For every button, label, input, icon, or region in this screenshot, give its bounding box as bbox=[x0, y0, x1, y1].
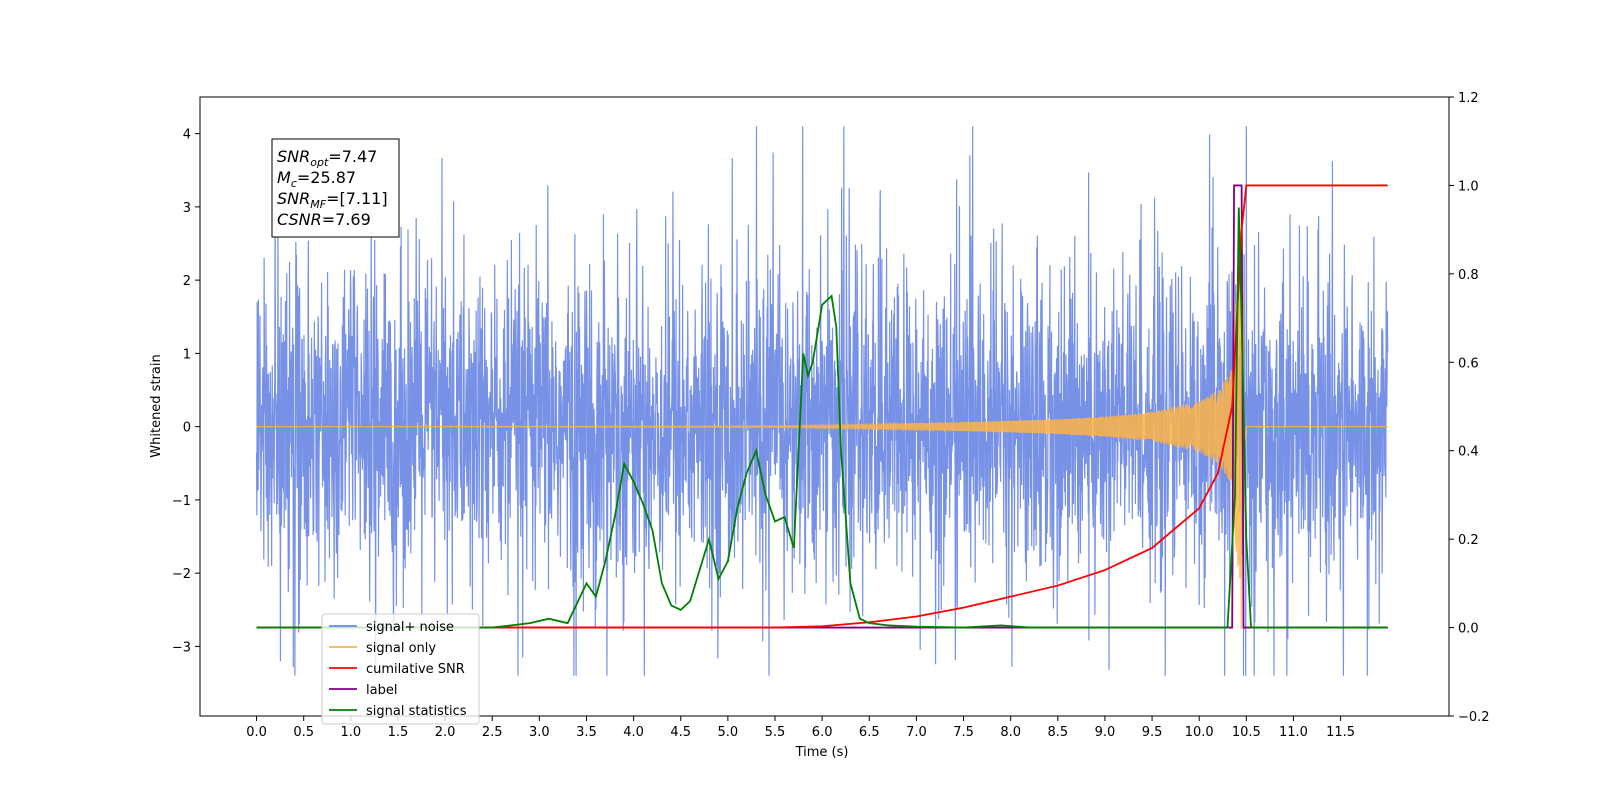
x-tick-label: 11.5 bbox=[1326, 725, 1355, 740]
series-signal-noise-line bbox=[255, 126, 1389, 676]
x-tick-label: 5.5 bbox=[765, 725, 786, 740]
x-tick-label: 9.5 bbox=[1142, 725, 1163, 740]
y-right-tick-label: 0.0 bbox=[1458, 622, 1479, 637]
y-right-tick-label: 1.2 bbox=[1458, 91, 1479, 106]
x-tick-label: 3.0 bbox=[529, 725, 550, 740]
annotation-frame bbox=[271, 138, 400, 238]
y-right-tick-label: 0.4 bbox=[1458, 445, 1479, 460]
series-signal-statistics-line bbox=[256, 207, 1388, 629]
y-left-tick-label: −3 bbox=[172, 640, 191, 655]
x-tick-label: 5.0 bbox=[718, 725, 739, 740]
annotation-line: Mc=25.87 bbox=[277, 168, 356, 190]
legend-frame bbox=[321, 613, 480, 725]
legend-entry-label: label bbox=[366, 683, 397, 698]
x-tick-label: 1.0 bbox=[340, 725, 361, 740]
annotation-line: CSNR=7.69 bbox=[277, 210, 371, 229]
x-tick-label: 3.5 bbox=[576, 725, 597, 740]
legend-entry-label: signal statistics bbox=[366, 704, 467, 719]
x-tick-label: 10.5 bbox=[1232, 725, 1261, 740]
y-right-tick-label: 1.0 bbox=[1458, 179, 1479, 194]
x-tick-label: 6.0 bbox=[812, 725, 833, 740]
y-right-tick-label: −0.2 bbox=[1458, 710, 1490, 725]
x-tick-label: 9.0 bbox=[1095, 725, 1116, 740]
x-tick-label: 8.5 bbox=[1047, 725, 1068, 740]
x-tick-label: 7.5 bbox=[953, 725, 974, 740]
x-tick-label: 8.0 bbox=[1000, 725, 1021, 740]
y-left-tick-label: −1 bbox=[172, 494, 191, 509]
y-right-tick-label: 0.2 bbox=[1458, 533, 1479, 548]
y-right-tick-label: 0.8 bbox=[1458, 268, 1479, 283]
x-tick-label: 0.5 bbox=[293, 725, 314, 740]
y-left-tick-label: 4 bbox=[183, 128, 191, 143]
y-left-tick-label: 0 bbox=[183, 421, 191, 436]
axes-frame bbox=[199, 96, 1450, 717]
x-tick-label: 6.5 bbox=[859, 725, 880, 740]
y-left-tick-label: 2 bbox=[183, 274, 191, 289]
legend-entry-label: signal+ noise bbox=[366, 620, 454, 635]
annotation-line: SNRMF=[7.11] bbox=[277, 189, 388, 211]
x-axis: 0.0 0.5 1.0 1.5 2.0 2.5 3.0 3.5 4.0 4.5 5.0 5.5 6.0 6… bbox=[246, 716, 1355, 740]
x-tick-label: 0.0 bbox=[246, 725, 267, 740]
y-right-tick-label: 0.6 bbox=[1458, 356, 1479, 371]
y-left-tick-label: −2 bbox=[172, 567, 191, 582]
x-tick-label: 1.5 bbox=[388, 725, 409, 740]
x-tick-label: 2.5 bbox=[482, 725, 503, 740]
y-left-tick-label: 3 bbox=[183, 201, 191, 216]
y-axis-label: Whitened strain bbox=[149, 354, 164, 457]
x-tick-label: 2.0 bbox=[435, 725, 456, 740]
y-axis-right: 1.2 1.0 0.8 0.6 0.4 0.2 0.0 −0.2 bbox=[1449, 91, 1490, 725]
y-axis-left: 4 3 2 1 0 −1 −2 −3 bbox=[172, 128, 200, 655]
legend-entry-label: signal only bbox=[366, 641, 436, 656]
x-tick-label: 10.0 bbox=[1185, 725, 1214, 740]
annotation-line: SNRopt=7.47 bbox=[277, 147, 377, 169]
y-left-tick-label: 1 bbox=[183, 347, 191, 362]
x-axis-label: Time (s) bbox=[795, 745, 849, 760]
legend: signal+ noise signal only cumilative SNR la… bbox=[321, 613, 480, 725]
x-tick-label: 4.5 bbox=[670, 725, 691, 740]
legend-entry-label: cumilative SNR bbox=[366, 662, 465, 677]
x-tick-label: 11.0 bbox=[1279, 725, 1308, 740]
x-tick-label: 4.0 bbox=[623, 725, 644, 740]
x-tick-label: 7.0 bbox=[906, 725, 927, 740]
series-signal-only-line bbox=[256, 215, 1388, 630]
plot-area bbox=[255, 126, 1389, 676]
